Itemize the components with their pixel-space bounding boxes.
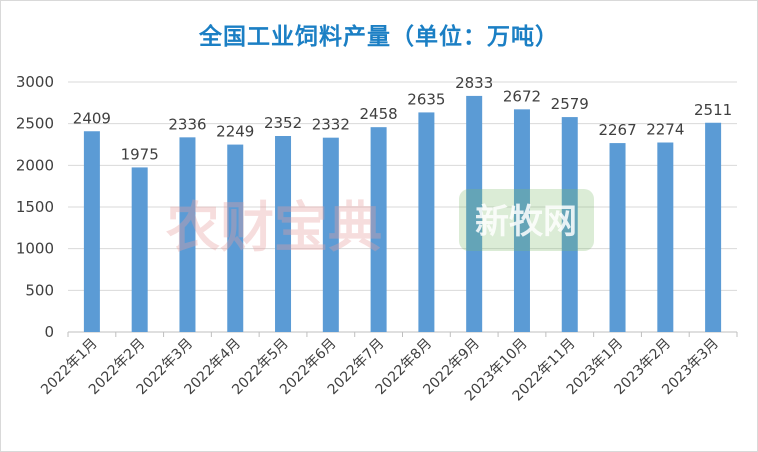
data-label: 2672: [503, 87, 541, 105]
watermark-left: 农财宝典: [166, 196, 382, 259]
y-tick-label: 1500: [16, 198, 54, 216]
y-tick-label: 2500: [16, 115, 54, 133]
bar: [227, 144, 244, 332]
y-tick-label: 3000: [16, 73, 54, 91]
data-label: 2336: [168, 115, 206, 133]
bar: [466, 95, 483, 333]
bar: [275, 136, 292, 332]
chart-title: 全国工业饲料产量（单位：万吨）: [199, 24, 559, 50]
bar: [705, 122, 722, 332]
data-label: 2511: [694, 101, 732, 119]
data-label: 2274: [646, 121, 684, 139]
bar: [370, 127, 387, 333]
data-label: 2833: [455, 74, 493, 92]
y-tick-label: 1000: [16, 240, 54, 258]
bar: [657, 142, 674, 332]
y-axis-ticks: 0 500 1000 1500 2000 2500 3000: [16, 73, 54, 341]
watermark-right: 新牧网: [475, 202, 577, 242]
data-label: 2409: [73, 109, 111, 127]
data-label: 2332: [312, 116, 350, 134]
bars: [83, 95, 722, 333]
bar: [609, 143, 626, 332]
bar: [83, 131, 100, 332]
watermark-right-badge: 新牧网: [459, 189, 594, 251]
y-tick-label: 500: [25, 281, 54, 299]
data-label: 2267: [598, 121, 636, 139]
y-tick-label: 2000: [16, 156, 54, 174]
data-label: 1975: [121, 145, 159, 163]
y-tick-label: 0: [44, 323, 54, 341]
bar: [418, 112, 435, 333]
data-label: 2352: [264, 114, 302, 132]
bar: [131, 167, 148, 332]
bar: [561, 117, 578, 332]
data-label: 2635: [407, 90, 445, 108]
data-label: 2458: [360, 105, 398, 123]
bar: [322, 137, 339, 332]
data-label: 2249: [216, 123, 254, 141]
watermarks: 农财宝典 新牧网: [166, 189, 594, 259]
x-axis: 2022年1月2022年2月2022年3月2022年4月2022年5月2022年…: [38, 332, 738, 404]
data-label: 2579: [551, 95, 589, 113]
data-labels: 2409 1975 2336 2249 2352 2332 2458 2635 2833 2672…: [73, 74, 732, 164]
bar: [513, 109, 530, 332]
bar: [179, 137, 196, 332]
